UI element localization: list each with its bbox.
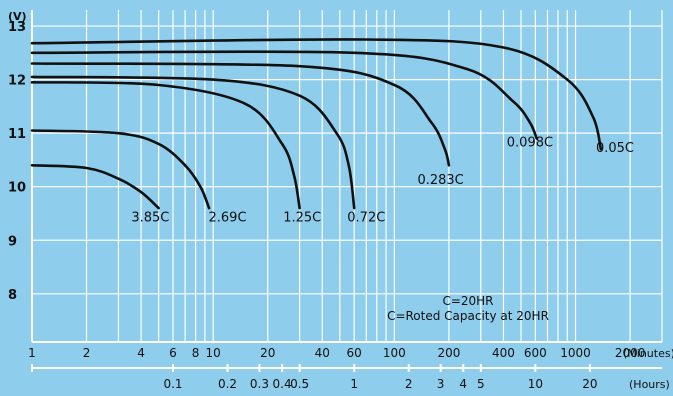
axes	[31, 10, 662, 372]
x-tick-label-2: 2	[83, 346, 91, 360]
hours-tick-label-3: 3	[437, 377, 445, 391]
y-tick-label-8: 8	[8, 288, 17, 303]
x-tick-label-8: 8	[192, 346, 200, 360]
y-unit-label: (V)	[8, 10, 27, 23]
hours-tick-label-10: 10	[528, 377, 543, 391]
y-tick-label-12: 12	[8, 74, 26, 89]
hours-tick-label-0.2: 0.2	[218, 377, 237, 391]
curve-3-85c	[30, 164, 160, 210]
hours-tick-label-0.5: 0.5	[290, 377, 309, 391]
hours-tick-label-20: 20	[582, 377, 597, 391]
x-tick-label-1: 1	[28, 346, 36, 360]
curve-0-283c	[30, 62, 451, 167]
x-tick-label-400: 400	[492, 346, 515, 360]
hours-tick-label-4: 4	[459, 377, 467, 391]
curve-label-0-72c: 0.72C	[347, 211, 385, 226]
hours-tick-label-2: 2	[405, 377, 413, 391]
x-unit-label: (Minutes)	[623, 347, 673, 360]
curve-2-69c	[30, 129, 211, 210]
annotation-capacity-note: C=Roted Capacity at 20HR	[387, 309, 549, 323]
annotation-capacity-definition: C=20HR	[442, 294, 493, 308]
y-tick-label-13: 13	[8, 20, 26, 35]
curve-label-3-85c: 3.85C	[131, 211, 169, 226]
curve-label-1-25c: 1.25C	[283, 211, 321, 226]
x-tick-label-10: 10	[206, 346, 221, 360]
discharge-curves	[30, 38, 603, 210]
x-tick-label-40: 40	[315, 346, 330, 360]
hours-tick-label-5: 5	[477, 377, 485, 391]
hours-tick-label-1: 1	[350, 377, 358, 391]
x-tick-label-200: 200	[437, 346, 460, 360]
x-tick-label-6: 6	[169, 346, 177, 360]
curve-label-0-283c: 0.283C	[417, 173, 463, 188]
x2-unit-label: (Hours)	[629, 378, 670, 391]
curve-label-0-05c: 0.05C	[596, 141, 634, 156]
curve-label-0-098c: 0.098C	[507, 136, 553, 151]
x-tick-label-4: 4	[137, 346, 145, 360]
y-tick-label-10: 10	[8, 181, 26, 196]
curve-label-2-69c: 2.69C	[209, 211, 247, 226]
hours-tick-label-0.3: 0.3	[250, 377, 269, 391]
curve-0-72c	[30, 75, 356, 210]
x-tick-label-600: 600	[524, 346, 547, 360]
x-tick-label-60: 60	[347, 346, 362, 360]
x-tick-label-1000: 1000	[560, 346, 591, 360]
curve-0-05c	[30, 38, 603, 151]
curve-1-25c	[30, 81, 301, 210]
hours-tick-label-0.1: 0.1	[163, 377, 182, 391]
x-tick-label-20: 20	[260, 346, 275, 360]
y-tick-label-9: 9	[8, 234, 17, 249]
y-tick-label-11: 11	[8, 127, 26, 142]
x-tick-label-2000: 2000	[615, 346, 646, 360]
grid-lines	[31, 10, 663, 342]
x-tick-label-100: 100	[383, 346, 406, 360]
curve-0-098c	[30, 50, 538, 140]
hours-tick-label-0.4: 0.4	[273, 377, 292, 391]
